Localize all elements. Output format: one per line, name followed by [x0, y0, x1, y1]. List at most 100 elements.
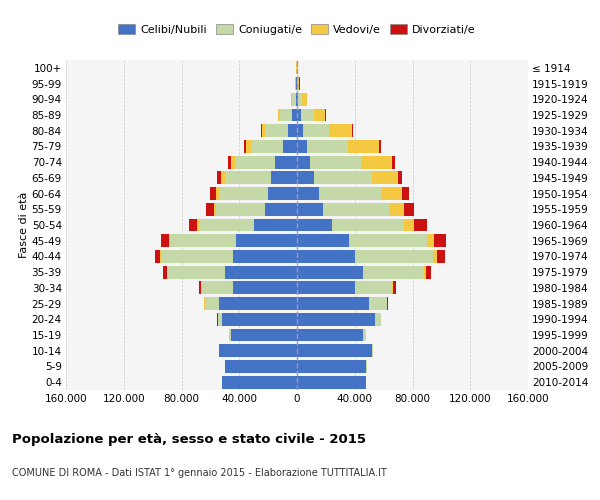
Bar [199, 218, 254, 232]
Bar [379, 140, 381, 153]
Bar [332, 218, 404, 232]
Bar [387, 297, 388, 310]
Bar [222, 376, 297, 388]
Bar [219, 344, 297, 357]
Bar [225, 360, 297, 373]
Bar [297, 313, 375, 326]
Bar [426, 266, 431, 278]
Bar [265, 124, 289, 137]
Bar [297, 124, 303, 137]
Bar [319, 187, 382, 200]
Bar [297, 203, 323, 215]
Bar [298, 77, 299, 90]
Bar [233, 250, 297, 263]
Bar [347, 140, 379, 153]
Bar [298, 93, 302, 106]
Bar [211, 187, 216, 200]
Y-axis label: Fasce di età: Fasce di età [19, 192, 29, 258]
Bar [167, 266, 225, 278]
Bar [303, 124, 329, 137]
Bar [289, 124, 297, 137]
Bar [323, 203, 389, 215]
Bar [233, 282, 297, 294]
Bar [251, 140, 283, 153]
Bar [163, 266, 167, 278]
Bar [355, 250, 433, 263]
Bar [314, 108, 325, 122]
Bar [206, 203, 214, 215]
Bar [364, 266, 424, 278]
Bar [297, 282, 355, 294]
Bar [278, 108, 280, 122]
Bar [424, 266, 426, 278]
Legend: Celibi/Nubili, Coniugati/e, Vedovi/e, Divorziati/e: Celibi/Nubili, Coniugati/e, Vedovi/e, Di… [114, 20, 480, 39]
Bar [202, 282, 233, 294]
Bar [389, 203, 404, 215]
Bar [236, 234, 297, 247]
Bar [297, 187, 319, 200]
Bar [235, 156, 275, 168]
Bar [297, 266, 364, 278]
Bar [228, 156, 230, 168]
Bar [297, 93, 298, 106]
Bar [297, 234, 349, 247]
Bar [161, 234, 169, 247]
Bar [275, 156, 297, 168]
Bar [244, 140, 246, 153]
Bar [427, 234, 434, 247]
Bar [314, 172, 372, 184]
Bar [271, 172, 297, 184]
Bar [297, 360, 366, 373]
Bar [297, 172, 314, 184]
Bar [169, 234, 170, 247]
Bar [414, 218, 427, 232]
Bar [203, 297, 205, 310]
Bar [225, 266, 297, 278]
Bar [375, 313, 381, 326]
Text: Popolazione per età, sesso e stato civile - 2015: Popolazione per età, sesso e stato civil… [12, 432, 366, 446]
Bar [302, 93, 307, 106]
Bar [199, 282, 202, 294]
Bar [225, 172, 271, 184]
Bar [160, 250, 161, 263]
Bar [392, 156, 395, 168]
Bar [292, 93, 296, 106]
Bar [292, 108, 297, 122]
Bar [189, 218, 197, 232]
Bar [230, 156, 235, 168]
Bar [301, 108, 314, 122]
Bar [297, 376, 366, 388]
Bar [297, 328, 364, 342]
Bar [280, 108, 292, 122]
Bar [265, 203, 297, 215]
Bar [403, 187, 409, 200]
Bar [290, 93, 292, 106]
Bar [433, 250, 437, 263]
Bar [297, 108, 301, 122]
Bar [310, 156, 361, 168]
Bar [361, 156, 392, 168]
Bar [329, 124, 352, 137]
Bar [170, 234, 236, 247]
Bar [352, 124, 353, 137]
Bar [197, 218, 199, 232]
Bar [262, 124, 265, 137]
Bar [394, 282, 396, 294]
Bar [398, 172, 403, 184]
Bar [205, 297, 219, 310]
Bar [230, 328, 297, 342]
Bar [283, 140, 297, 153]
Bar [297, 140, 307, 153]
Bar [254, 218, 297, 232]
Bar [297, 218, 332, 232]
Bar [437, 250, 445, 263]
Bar [261, 124, 262, 137]
Text: COMUNE DI ROMA - Dati ISTAT 1° gennaio 2015 - Elaborazione TUTTITALIA.IT: COMUNE DI ROMA - Dati ISTAT 1° gennaio 2… [12, 468, 387, 477]
Bar [404, 203, 414, 215]
Bar [364, 328, 365, 342]
Bar [221, 172, 225, 184]
Bar [214, 203, 216, 215]
Bar [404, 218, 414, 232]
Bar [219, 187, 268, 200]
Text: Femmine: Femmine [0, 499, 1, 500]
